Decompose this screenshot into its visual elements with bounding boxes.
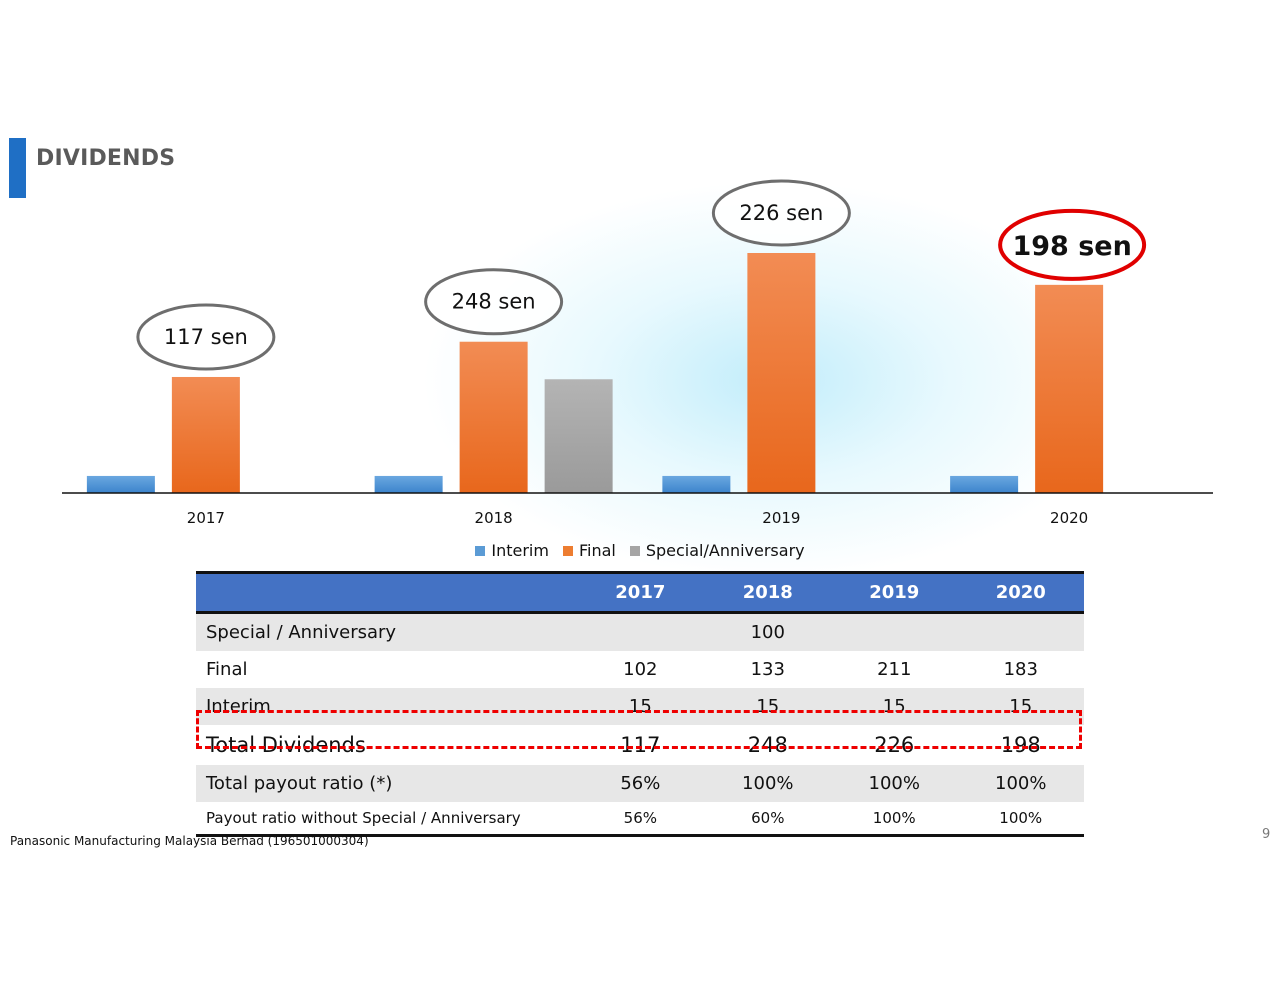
bar-interim-2020 [950, 475, 1019, 493]
table-cell: 102 [623, 659, 658, 680]
bar-final-2018 [459, 341, 528, 493]
row-label: Payout ratio without Special / Anniversa… [196, 802, 577, 837]
table-cell: 100% [831, 802, 958, 837]
table-header-cell: 2017 [576, 571, 705, 614]
row-label: Special / Anniversary [196, 612, 577, 651]
bar-final-2020 [1035, 284, 1104, 493]
bar-interim-2019 [662, 475, 731, 493]
table-cell [957, 612, 1084, 651]
table-row: Payout ratio without Special / Anniversa… [196, 802, 1084, 837]
total-callout-label-2018: 248 sen [452, 290, 536, 314]
table-cell: 60% [704, 802, 832, 837]
table-cell: 226 [831, 725, 958, 765]
table-header-cell: 2018 [704, 571, 832, 614]
dividends-table: 2017 2018 2019 2020 Special / Anniversar… [196, 571, 1084, 837]
table-cell: 56% [576, 802, 705, 837]
table-cell: 15 [957, 688, 1084, 725]
legend-label-special: Special/Anniversary [645, 541, 805, 560]
legend-label-interim: Interim [491, 541, 549, 560]
table-cell: 211 [877, 659, 912, 680]
table-cell: 183 [1003, 659, 1038, 680]
table-header-cell: 2020 [957, 571, 1084, 614]
table-cell: 198 [957, 725, 1084, 765]
total-callout-label-2020: 198 sen [1012, 231, 1131, 262]
table-cell: 56% [576, 765, 705, 802]
table-header-cell [196, 571, 577, 614]
x-tick-label: 2017 [187, 509, 225, 527]
bar-special-2018 [544, 379, 613, 493]
table-header-cell: 2019 [831, 571, 958, 614]
row-label: Final [206, 659, 248, 680]
bar-interim-2018 [374, 475, 443, 493]
table-row: Total payout ratio (*) 56% 100% 100% 100… [196, 765, 1084, 802]
dividend-bar-chart: 2017 2018 2019 2020 117 sen 248 sen 226 sen 19… [62, 179, 1213, 527]
table-row: Special / Anniversary 100 [196, 612, 1084, 651]
table-cell [576, 612, 705, 651]
x-tick-label: 2018 [475, 509, 513, 527]
table-cell: 117 [576, 725, 705, 765]
table-cell: 133 [750, 659, 785, 680]
table-cell: 100% [704, 765, 832, 802]
table-cell: 248 [704, 725, 832, 765]
table-cell: 100% [957, 765, 1084, 802]
table-cell: 15 [704, 688, 832, 725]
total-dividends-highlight-box [196, 710, 1082, 749]
table-cell [831, 612, 958, 651]
row-label: Total Dividends [196, 725, 577, 765]
bar-final-2019 [747, 253, 816, 493]
total-callout-circle-2017 [136, 303, 276, 371]
legend-label-final: Final [578, 541, 616, 560]
table-row: Final 102 133 211 183 [196, 651, 1084, 688]
chart-legend: Interim Final Special/Anniversary [0, 541, 1280, 560]
title-accent-bar [9, 138, 26, 198]
table-row-total: Total Dividends 117 248 226 198 [196, 725, 1084, 765]
row-label: Total payout ratio (*) [196, 765, 577, 802]
footer-company-name: Panasonic Manufacturing Malaysia Berhad … [10, 834, 369, 848]
table-header-row: 2017 2018 2019 2020 [196, 571, 1084, 614]
legend-swatch-interim [475, 545, 486, 556]
table-cell: 100% [957, 802, 1084, 837]
table-cell: 100% [831, 765, 958, 802]
legend-item-final: Final [562, 541, 616, 560]
legend-item-interim: Interim [475, 541, 549, 560]
bar-interim-2017 [86, 475, 155, 493]
bar-final-2017 [171, 376, 240, 493]
legend-item-special: Special/Anniversary [629, 541, 805, 560]
total-callout-circle-2020 [998, 208, 1147, 281]
total-callout-label-2019: 226 sen [739, 201, 823, 225]
table-cell: 100 [704, 612, 832, 651]
page-number: 9 [1262, 827, 1271, 842]
legend-swatch-final [562, 545, 573, 556]
total-callout-label-2017: 117 sen [164, 325, 248, 349]
total-callout-circle-2018 [424, 268, 564, 336]
x-tick-label: 2019 [762, 509, 800, 527]
total-callout-circle-2019 [711, 179, 851, 247]
x-tick-label: 2020 [1050, 509, 1088, 527]
page-title: DIVIDENDS [36, 146, 176, 171]
legend-swatch-special [629, 545, 640, 556]
